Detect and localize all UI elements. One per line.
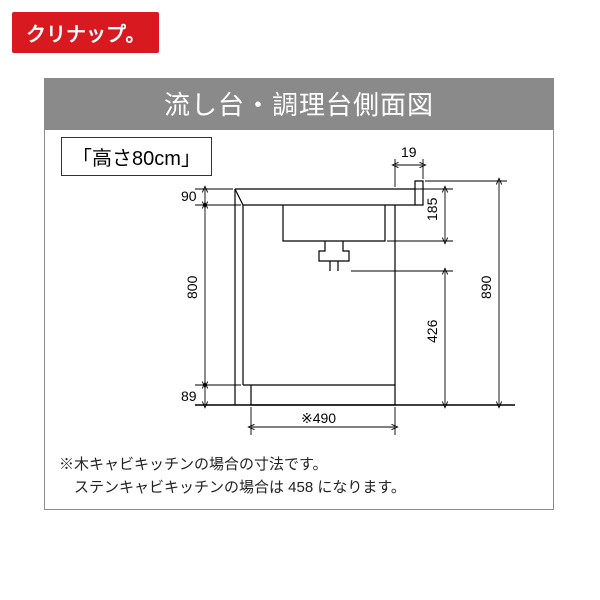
- brand-logo: クリナップ。: [12, 12, 159, 53]
- dim-total-height: 890: [478, 275, 494, 299]
- dim-sink-depth: 185: [424, 197, 440, 221]
- dim-toe-kick: 89: [181, 388, 197, 404]
- dim-cab-height: 800: [184, 275, 200, 299]
- dim-overhang: 19: [401, 144, 417, 160]
- diagram-panel: 流し台・調理台側面図 「高さ80cm」: [44, 78, 554, 510]
- side-view-diagram: 19 90 800 89 185: [45, 129, 553, 459]
- dim-counter-thk: 90: [181, 188, 197, 204]
- dim-width: ※490: [301, 410, 336, 426]
- footnote: ※木キャビキッチンの場合の寸法です。 ステンキャビキッチンの場合は 458 にな…: [59, 454, 539, 499]
- note-line-1: ※木キャビキッチンの場合の寸法です。: [59, 454, 539, 477]
- note-line-2: ステンキャビキッチンの場合は 458 になります。: [59, 477, 539, 500]
- panel-title: 流し台・調理台側面図: [45, 79, 553, 130]
- dim-drain-floor: 426: [424, 319, 440, 343]
